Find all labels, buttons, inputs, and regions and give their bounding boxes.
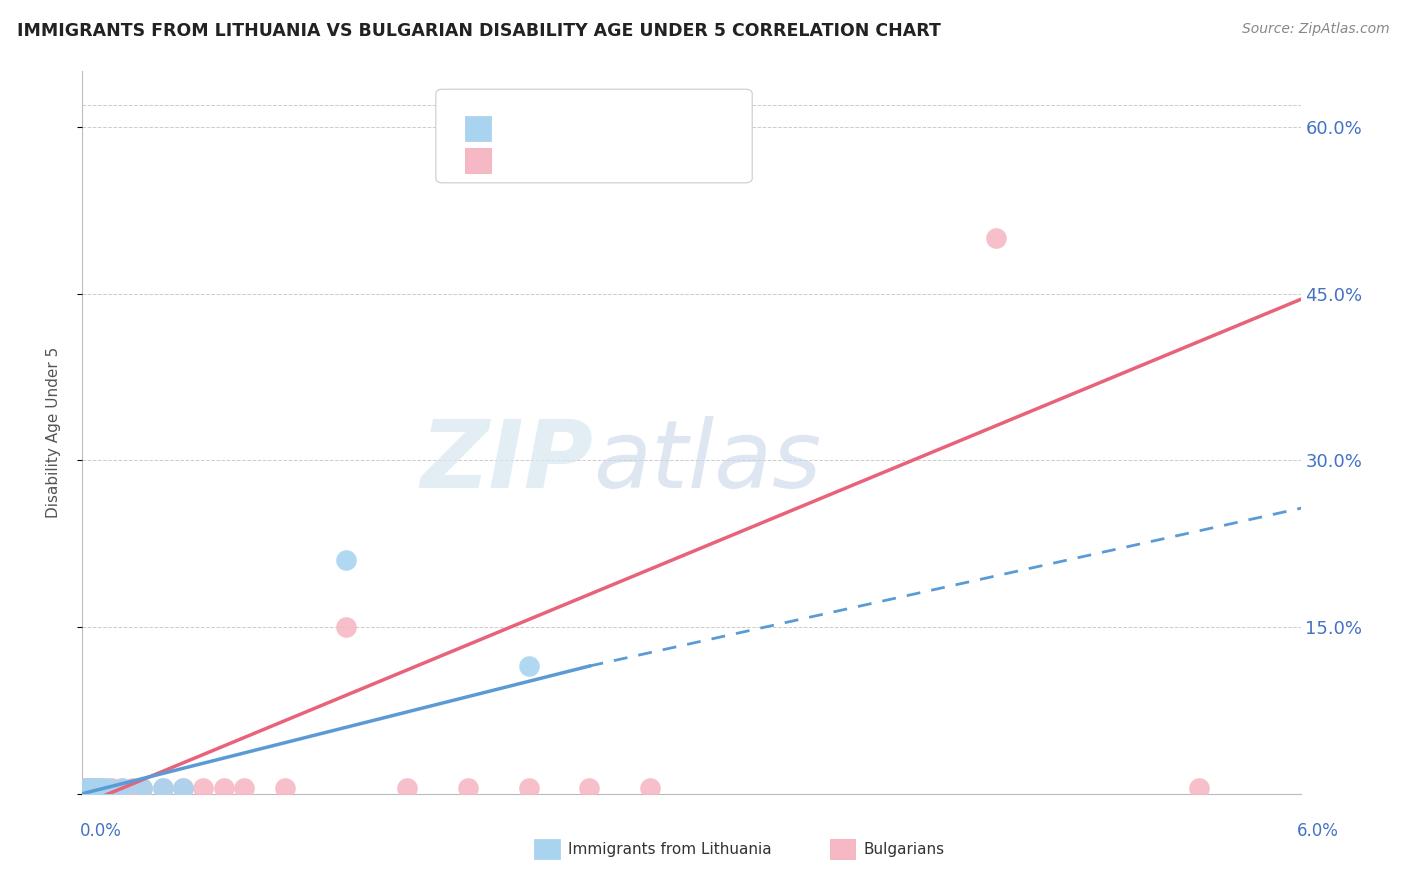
- Point: [152, 781, 174, 796]
- Point: [152, 781, 174, 796]
- Point: [395, 781, 418, 796]
- Point: [89, 781, 111, 796]
- Text: IMMIGRANTS FROM LITHUANIA VS BULGARIAN DISABILITY AGE UNDER 5 CORRELATION CHART: IMMIGRANTS FROM LITHUANIA VS BULGARIAN D…: [17, 22, 941, 40]
- Text: atlas: atlas: [593, 416, 821, 507]
- Point: [274, 781, 297, 796]
- Point: [83, 781, 105, 796]
- Point: [335, 620, 357, 634]
- Point: [79, 781, 101, 796]
- Point: [212, 781, 235, 796]
- Point: [233, 781, 256, 796]
- Point: [84, 781, 107, 796]
- Point: [76, 781, 98, 796]
- Point: [97, 781, 120, 796]
- Point: [172, 781, 194, 796]
- Point: [517, 659, 540, 673]
- Point: [90, 781, 112, 796]
- Point: [75, 781, 97, 796]
- Point: [193, 781, 215, 796]
- Text: R = 0.819    N = 27: R = 0.819 N = 27: [502, 152, 678, 169]
- Point: [72, 781, 94, 796]
- Text: Source: ZipAtlas.com: Source: ZipAtlas.com: [1241, 22, 1389, 37]
- Point: [121, 781, 143, 796]
- Point: [640, 781, 662, 796]
- Point: [94, 781, 117, 796]
- Point: [578, 781, 600, 796]
- Point: [111, 781, 134, 796]
- Point: [80, 781, 103, 796]
- Y-axis label: Disability Age Under 5: Disability Age Under 5: [46, 347, 60, 518]
- Point: [90, 781, 112, 796]
- Point: [87, 781, 110, 796]
- Point: [131, 781, 153, 796]
- Text: Immigrants from Lithuania: Immigrants from Lithuania: [568, 842, 772, 856]
- Point: [1188, 781, 1211, 796]
- Point: [457, 781, 479, 796]
- Point: [131, 781, 153, 796]
- Point: [172, 781, 194, 796]
- Point: [111, 781, 134, 796]
- Text: R = 0.454    N = 14: R = 0.454 N = 14: [502, 120, 678, 137]
- Text: 0.0%: 0.0%: [80, 822, 122, 840]
- Point: [80, 781, 103, 796]
- Point: [984, 231, 1007, 245]
- Point: [79, 781, 101, 796]
- Point: [335, 553, 357, 567]
- Text: ZIP: ZIP: [420, 416, 593, 508]
- Point: [76, 781, 98, 796]
- Point: [101, 781, 124, 796]
- Text: Bulgarians: Bulgarians: [863, 842, 945, 856]
- Point: [517, 781, 540, 796]
- Text: 6.0%: 6.0%: [1296, 822, 1339, 840]
- Point: [75, 781, 97, 796]
